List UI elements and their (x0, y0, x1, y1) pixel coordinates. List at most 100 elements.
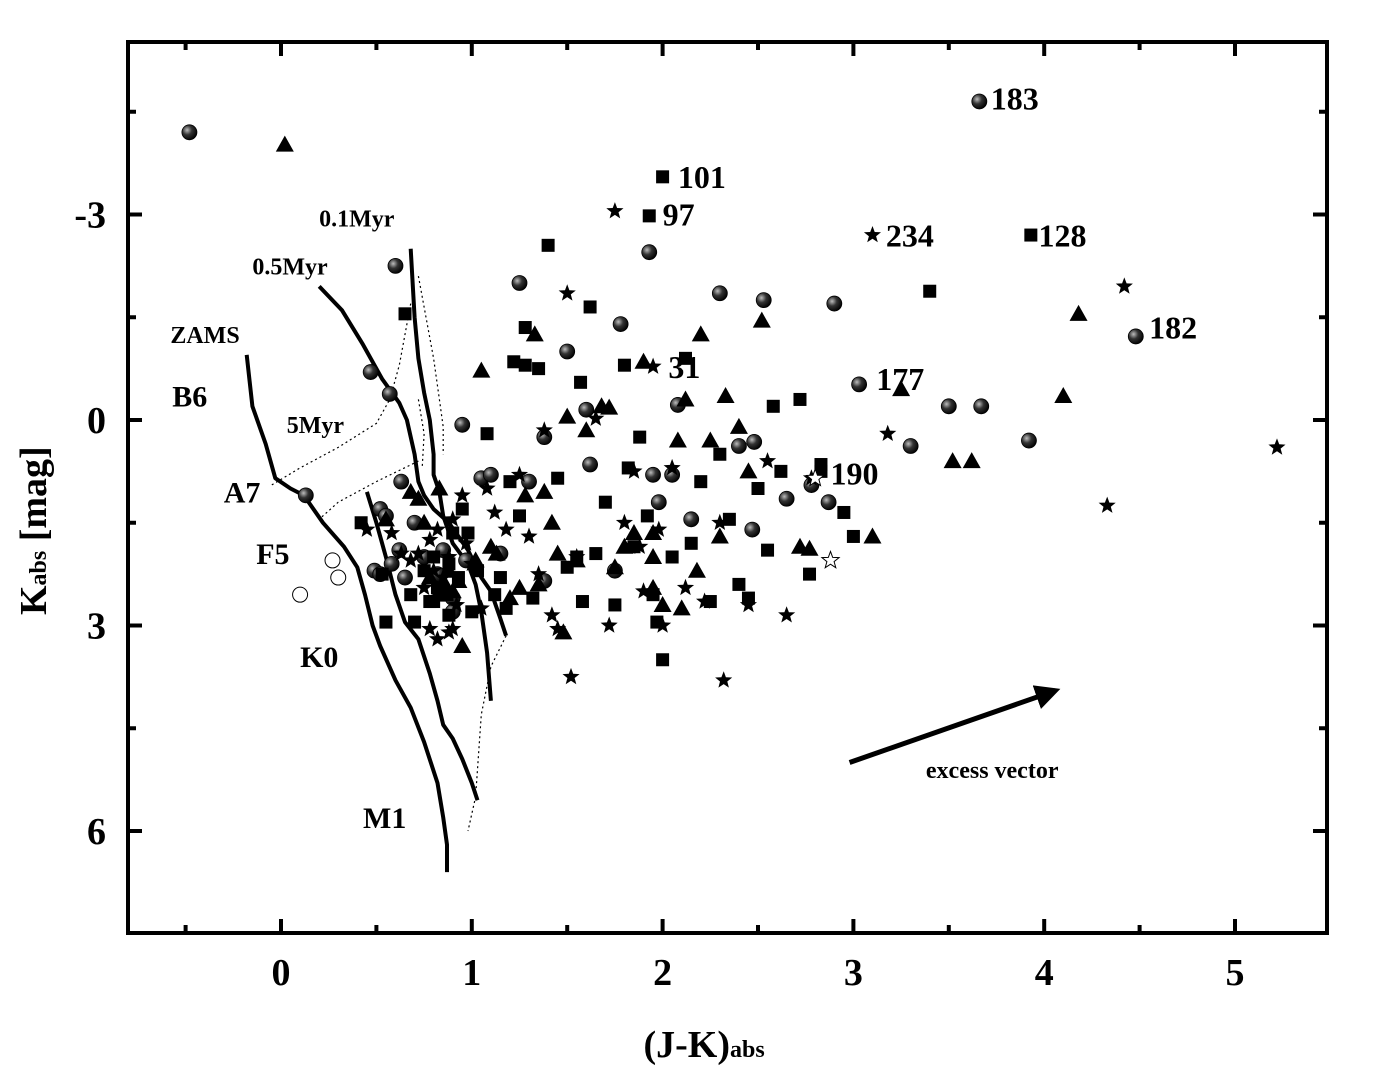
data-point-circle (582, 456, 598, 473)
data-point-square (608, 598, 622, 612)
data-point-square (575, 595, 589, 609)
data-point-circle (851, 376, 868, 393)
data-point-square (574, 375, 588, 389)
data-point-square (774, 464, 788, 478)
data-point-star (650, 520, 668, 537)
data-point-circle (297, 487, 314, 504)
data-point-star (1098, 496, 1116, 513)
data-point-triangle (676, 390, 695, 407)
data-point-square (803, 567, 817, 581)
data-point-circle (820, 494, 837, 511)
data-point-square (633, 430, 647, 444)
data-point-triangle (653, 595, 672, 612)
data-point-star (472, 599, 490, 616)
data-point-star (1268, 438, 1286, 455)
data-point-star (600, 616, 618, 633)
data-point-star (739, 596, 757, 613)
data-point-circle (940, 398, 957, 415)
data-point-star (383, 524, 401, 541)
data-point-square (766, 399, 780, 413)
data-point-triangle (615, 537, 634, 554)
data-point-circle (454, 416, 471, 433)
data-point-star (478, 479, 496, 496)
data-point-triangle (668, 431, 687, 448)
dotted-isochrone-line (271, 303, 412, 486)
data-point-triangle (415, 513, 434, 530)
data-point-square (617, 358, 631, 372)
data-point-triangle (729, 417, 748, 434)
data-point-square (513, 509, 526, 523)
annotation-label: F5 (256, 538, 289, 571)
data-point-star (606, 202, 624, 219)
data-point-circle (902, 438, 919, 454)
data-point-triangle (644, 524, 663, 541)
data-point-square (488, 588, 502, 602)
data-point-square (480, 427, 494, 441)
data-point-square (598, 495, 612, 509)
data-point-star (654, 616, 672, 633)
data-point-square (732, 577, 746, 591)
isochrone-line (244, 354, 449, 873)
data-point-triangle (500, 589, 519, 606)
data-point-circle (362, 364, 379, 380)
data-point-star (440, 548, 458, 565)
data-point-star (676, 578, 695, 596)
data-point-square (722, 512, 736, 526)
data-point-star (434, 568, 452, 585)
y-tick-label: 0 (87, 400, 106, 442)
data-point-circle (973, 398, 990, 415)
data-point-star (759, 452, 777, 469)
data-point-square (846, 529, 860, 543)
data-point-square (465, 605, 479, 619)
data-point-square (442, 608, 456, 622)
annotation-label: 101 (678, 159, 726, 195)
data-point-triangle (687, 561, 706, 578)
data-point-circle (482, 466, 499, 483)
data-point-triangle (1054, 387, 1073, 404)
data-point-square (507, 355, 521, 369)
data-point-triangle (487, 544, 506, 561)
data-point-star (428, 630, 446, 647)
isochrone-line (317, 285, 508, 637)
data-point-triangle (453, 637, 472, 654)
data-point-circle (746, 434, 763, 450)
data-point-triangle (376, 510, 395, 527)
data-point-square (379, 615, 393, 629)
data-point-triangle (542, 513, 561, 530)
data-point-triangle (892, 380, 911, 397)
data-point-square (375, 567, 389, 581)
data-point-square (678, 351, 692, 365)
data-point-star (587, 409, 605, 426)
data-point-triangle (529, 575, 548, 592)
data-point-open-circle (324, 552, 341, 569)
x-tick-label: 2 (653, 952, 672, 994)
annotation-label: 234 (886, 217, 934, 253)
data-point-star (428, 520, 446, 537)
data-point-star (1115, 277, 1133, 294)
annotation-label: M1 (363, 802, 406, 835)
isochrone-lines (244, 248, 508, 873)
data-point-star (644, 357, 662, 374)
data-point-triangle (624, 524, 643, 541)
data-point-star (696, 592, 714, 609)
data-point-triangle (1069, 304, 1088, 321)
data-point-triangle (943, 452, 962, 469)
data-point-star (448, 596, 466, 613)
data-point-triangle (428, 585, 447, 602)
data-point-square (640, 509, 654, 523)
annotation-label: 128 (1038, 217, 1086, 253)
data-point-triangle (449, 571, 468, 588)
data-point-star (778, 606, 796, 623)
data-point-triangle (516, 486, 535, 503)
data-point-circle (744, 521, 761, 538)
data-point-square (532, 362, 546, 376)
data-point-triangle (548, 544, 567, 561)
data-point-square (518, 321, 532, 335)
x-tick-label: 3 (844, 952, 863, 994)
data-point-square (408, 615, 422, 629)
dotted-isochrone-line (417, 399, 425, 468)
data-point-triangle (436, 575, 455, 592)
data-point-square (461, 526, 475, 540)
